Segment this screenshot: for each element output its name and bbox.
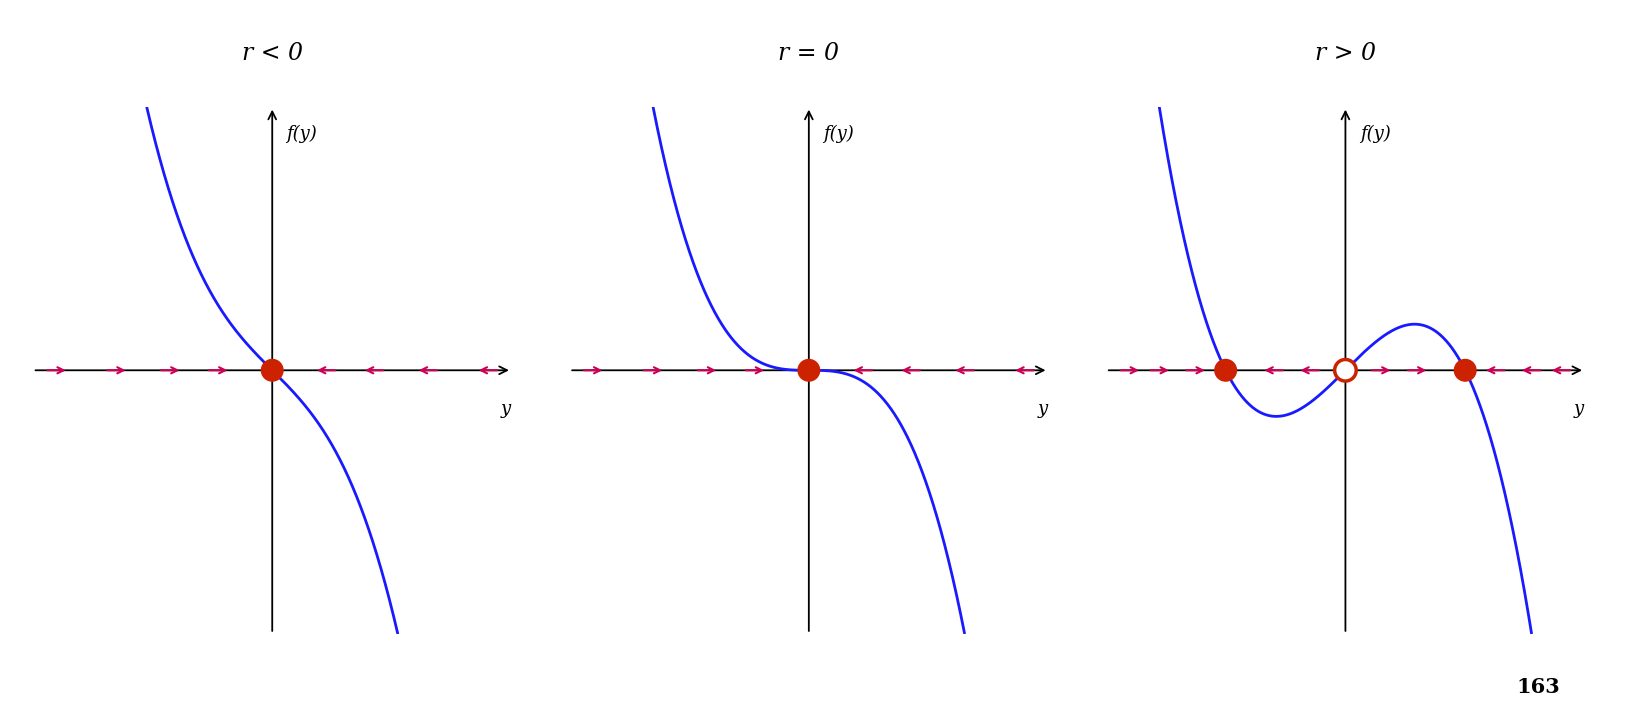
Text: f(y): f(y): [286, 124, 317, 143]
Circle shape: [1454, 360, 1476, 381]
Text: r = 0: r = 0: [778, 42, 840, 65]
Circle shape: [1214, 360, 1237, 381]
Text: y: y: [500, 400, 511, 418]
Circle shape: [1335, 360, 1356, 381]
Text: y: y: [1574, 400, 1583, 418]
Text: 163: 163: [1516, 677, 1560, 697]
Text: r < 0: r < 0: [242, 42, 302, 65]
Text: y: y: [1038, 400, 1047, 418]
Text: f(y): f(y): [1359, 124, 1391, 143]
Circle shape: [797, 360, 820, 381]
Circle shape: [261, 360, 283, 381]
Text: r > 0: r > 0: [1315, 42, 1376, 65]
Text: f(y): f(y): [824, 124, 855, 143]
